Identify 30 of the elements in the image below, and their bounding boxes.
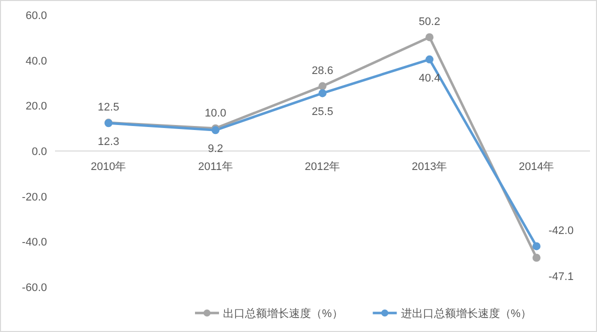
x-tick-label: 2013年 [412, 161, 448, 173]
point [532, 242, 540, 250]
x-tick-label: 2012年 [304, 161, 340, 173]
y-tick-label: 20.0 [26, 100, 47, 113]
data-label: 25.5 [312, 106, 334, 118]
data-label: 12.5 [98, 102, 120, 114]
data-label: 40.4 [418, 72, 440, 84]
legend-label: 出口总额增长速度（%） [223, 307, 343, 320]
data-label: 10.0 [204, 107, 226, 120]
data-label: -47.1 [548, 270, 574, 283]
data-label: 9.2 [208, 143, 224, 156]
legend-label: 进出口总额增长速度（%） [400, 307, 532, 320]
point [426, 33, 434, 42]
y-tick-label: -40.0 [22, 236, 47, 249]
y-tick-label: 40.0 [26, 55, 47, 68]
y-tick-label: 60.0 [26, 10, 47, 22]
x-tick-label: 2014年 [518, 161, 554, 173]
x-tick-label: 2011年 [198, 161, 233, 173]
point [318, 82, 326, 90]
data-label: 28.6 [312, 65, 334, 78]
y-tick-label: -60.0 [22, 282, 47, 294]
point [426, 55, 434, 64]
data-label: 50.2 [418, 16, 440, 28]
y-tick-label: 0.0 [32, 146, 47, 158]
x-tick-label: 2010年 [90, 161, 126, 173]
data-label: -42.0 [548, 225, 574, 238]
y-tick-label: -20.0 [22, 191, 47, 204]
point [318, 89, 326, 98]
data-label: 12.3 [98, 136, 120, 148]
point [532, 254, 540, 262]
